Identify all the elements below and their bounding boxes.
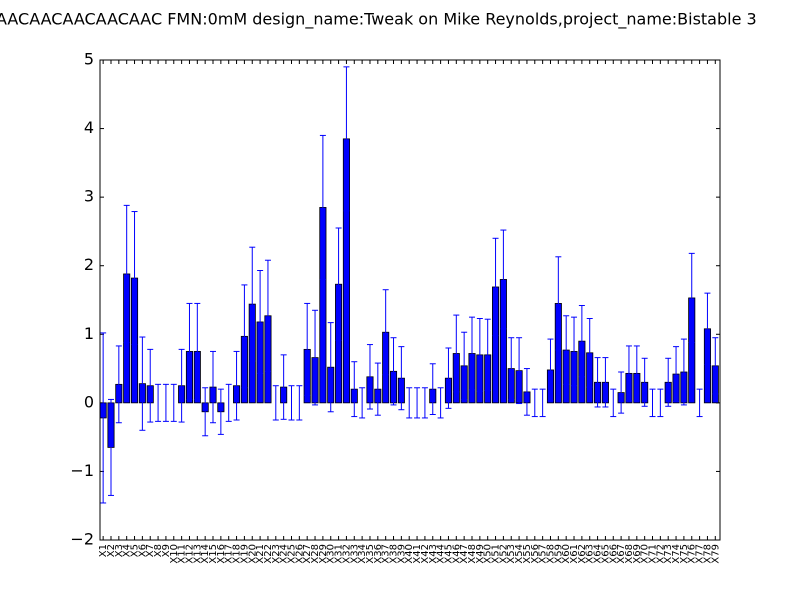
x-tick-label: X3 (114, 544, 125, 557)
x-tick-label: X57 (538, 544, 549, 564)
x-tick-label: X79 (710, 544, 721, 564)
x-tick-label: X31 (334, 544, 345, 564)
x-tick-label: X29 (318, 544, 329, 564)
x-tick-label: X65 (600, 544, 611, 564)
x-tick-label: X64 (593, 544, 604, 564)
x-tick-label: X12 (184, 544, 195, 564)
x-tick-label: X67 (616, 544, 627, 564)
x-tick-label: X18 (232, 544, 243, 564)
x-tick-label: X49 (475, 544, 486, 564)
x-tick-label: X48 (467, 544, 478, 564)
x-tick-label: X16 (216, 544, 227, 564)
x-tick-label: X4 (122, 544, 133, 557)
x-tick-label: X68 (624, 544, 635, 564)
x-tick-label: X28 (310, 544, 321, 564)
x-tick-label: X71 (648, 544, 659, 564)
x-tick-label: X23 (271, 544, 282, 564)
x-tick-label: X60 (561, 544, 572, 564)
y-tick-label: 5 (84, 50, 94, 69)
x-tick-label: X13 (192, 544, 203, 564)
x-tick-label: X54 (514, 544, 525, 564)
x-tick-label: X36 (373, 544, 384, 564)
x-tick-label: X26 (294, 544, 305, 564)
x-tick-label: X47 (459, 544, 470, 564)
x-tick-label: X42 (420, 544, 431, 564)
x-tick-label: X61 (569, 544, 580, 564)
x-tick-label: X5 (130, 544, 141, 557)
x-tick-label: X14 (200, 544, 211, 564)
x-tick-label: X19 (239, 544, 250, 564)
x-tick-label: X77 (695, 544, 706, 564)
x-tick-label: X22 (263, 544, 274, 564)
x-tick-label: X24 (279, 544, 290, 564)
y-tick-label: 1 (84, 324, 94, 343)
chart-title: AACAACAACAACAAC FMN:0mM design_name:Twea… (0, 10, 757, 30)
x-tick-label: X6 (137, 544, 148, 557)
x-tick-label: X73 (663, 544, 674, 564)
x-tick-label: X30 (326, 544, 337, 564)
x-tick-label: X63 (585, 544, 596, 564)
x-tick-label: X32 (341, 544, 352, 564)
x-tick-label: X35 (365, 544, 376, 564)
x-tick-label: X20 (247, 544, 258, 564)
x-tick-label: X38 (389, 544, 400, 564)
x-tick-label: X74 (671, 544, 682, 564)
x-tick-label: X51 (491, 544, 502, 564)
x-tick-label: X15 (208, 544, 219, 564)
x-tick-label: X7 (145, 544, 156, 557)
y-tick-label: −1 (70, 461, 94, 480)
x-tick-label: X1 (98, 544, 109, 557)
x-tick-label: X27 (302, 544, 313, 564)
x-tick-label: X78 (702, 544, 713, 564)
x-tick-label: X17 (224, 544, 235, 564)
x-tick-label: X58 (545, 544, 556, 564)
x-tick-label: X10 (169, 544, 180, 564)
x-tick-label: X46 (451, 544, 462, 564)
x-tick-label: X25 (286, 544, 297, 564)
x-tick-label: X53 (506, 544, 517, 564)
x-tick-label: X44 (436, 544, 447, 564)
x-tick-label: X70 (640, 544, 651, 564)
y-tick-label: 0 (84, 392, 94, 411)
x-tick-label: X45 (443, 544, 454, 564)
y-tick-label: 3 (84, 187, 94, 206)
x-tick-label: X76 (687, 544, 698, 564)
y-tick-label: 4 (84, 118, 94, 137)
x-tick-label: X2 (106, 544, 117, 557)
y-tick-label: 2 (84, 255, 94, 274)
x-tick-label: X11 (177, 544, 188, 564)
x-tick-label: X9 (161, 544, 172, 557)
x-tick-label: X33 (349, 544, 360, 564)
x-tick-label: X69 (632, 544, 643, 564)
x-tick-label: X75 (679, 544, 690, 564)
x-tick-label: X66 (608, 544, 619, 564)
x-tick-label: X52 (498, 544, 509, 564)
x-tick-label: X43 (428, 544, 439, 564)
x-tick-label: X41 (412, 544, 423, 564)
x-tick-label: X55 (522, 544, 533, 564)
x-tick-label: X8 (153, 544, 164, 557)
x-tick-label: X50 (483, 544, 494, 564)
plot-frame (99, 59, 721, 541)
x-tick-label: X40 (404, 544, 415, 564)
y-tick-label: −2 (70, 530, 94, 549)
x-tick-label: X21 (255, 544, 266, 564)
x-tick-label: X39 (396, 544, 407, 564)
x-tick-label: X56 (530, 544, 541, 564)
x-tick-label: X59 (553, 544, 564, 564)
x-tick-label: X34 (357, 544, 368, 564)
x-tick-label: X37 (381, 544, 392, 564)
x-tick-label: X62 (577, 544, 588, 564)
x-tick-label: X72 (655, 544, 666, 564)
